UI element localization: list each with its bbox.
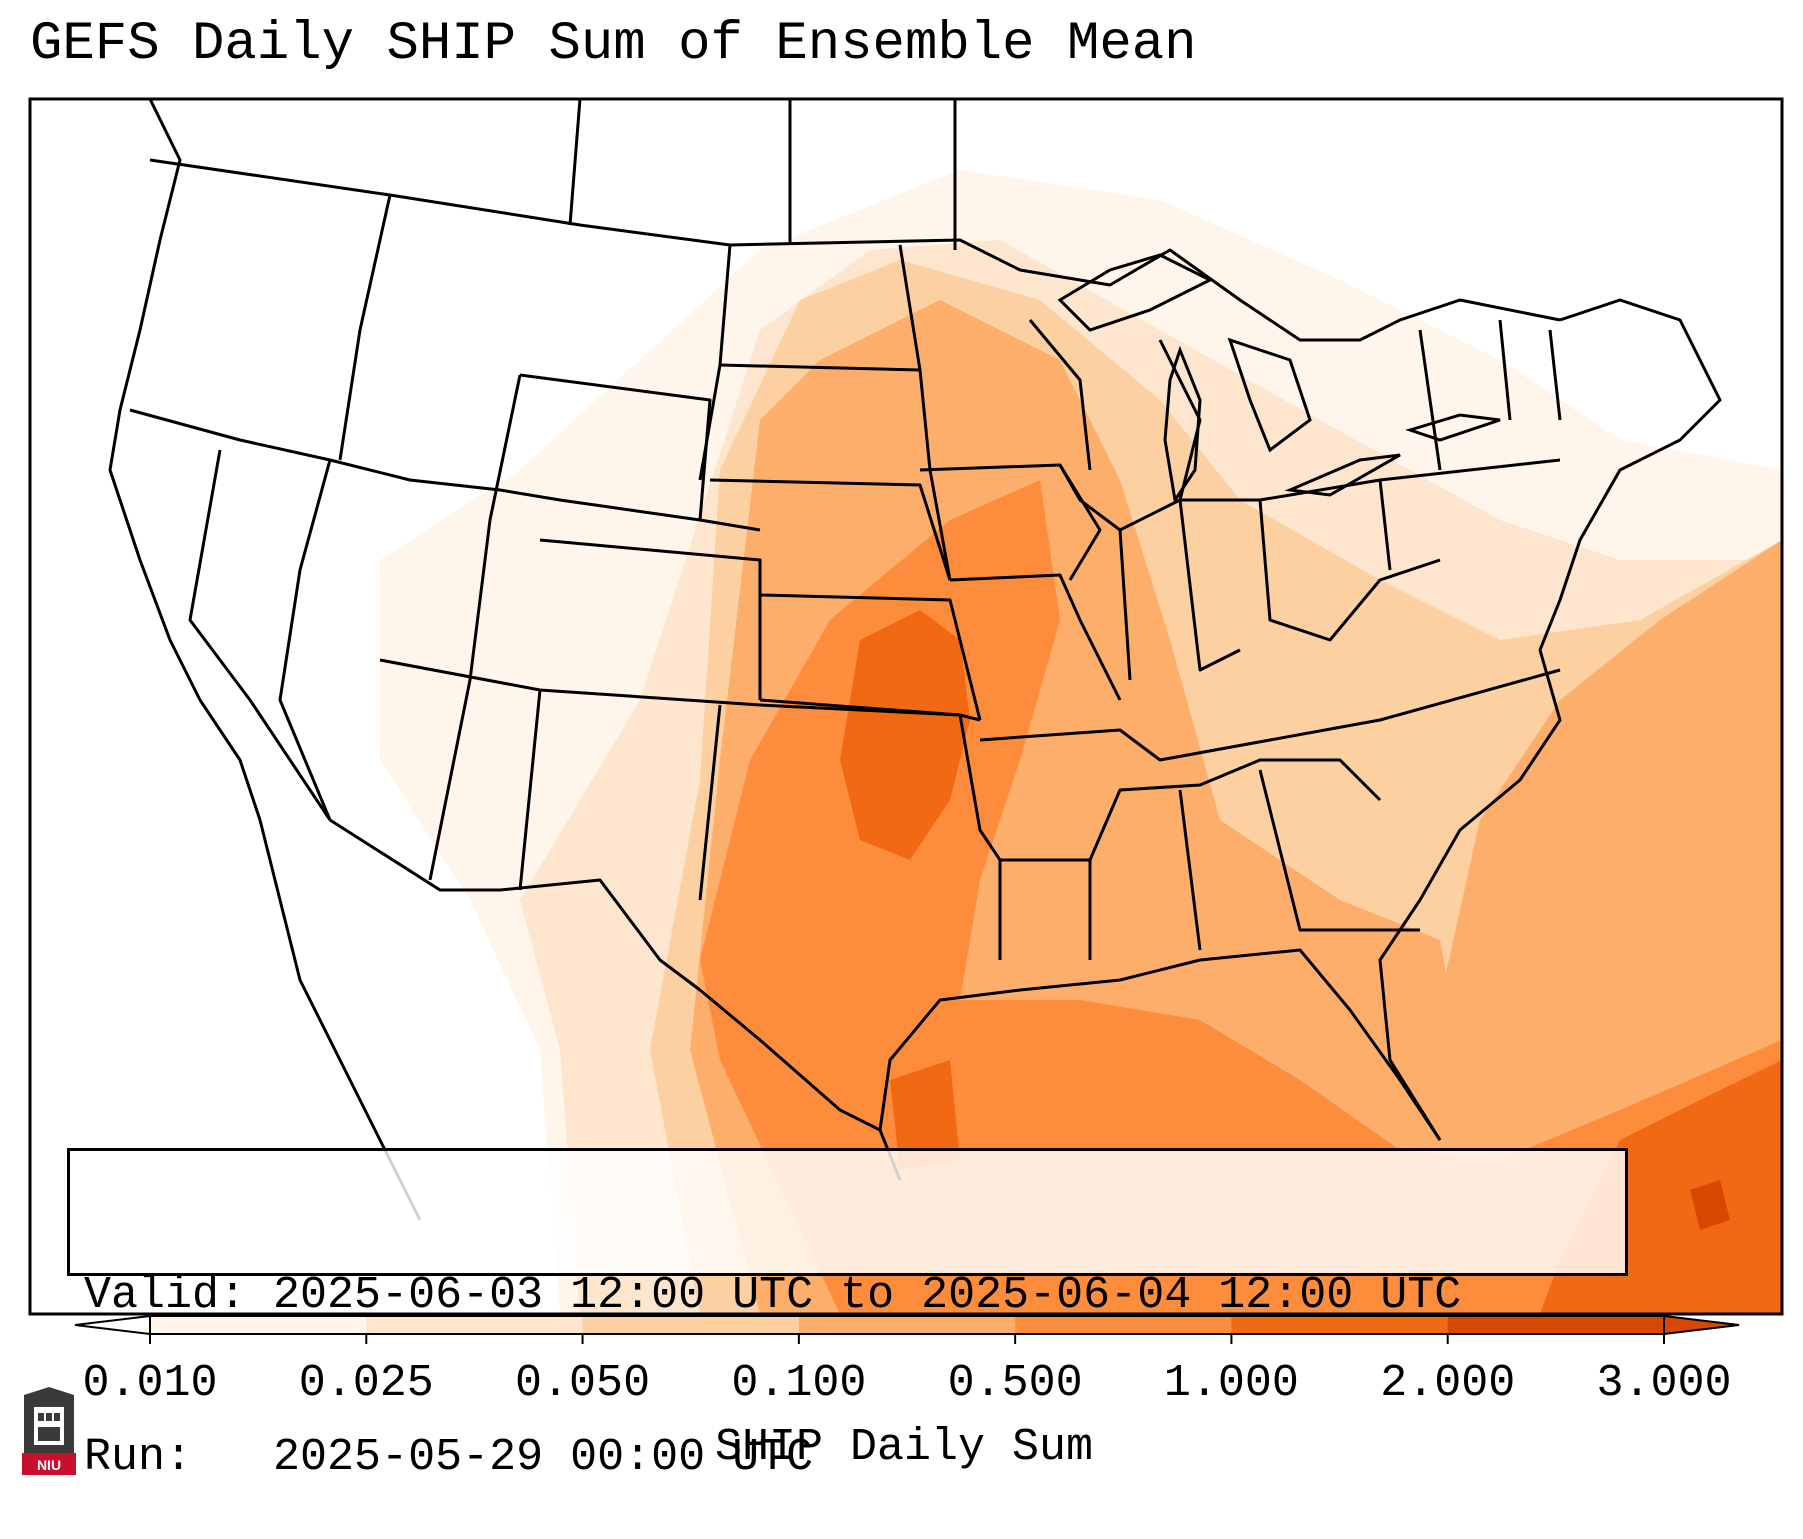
- valid-run-info-box: Valid: 2025-06-03 12:00 UTC to 2025-06-0…: [67, 1148, 1628, 1483]
- state-line-7: [539, 538, 762, 700]
- state-line-2: [188, 449, 332, 821]
- colorbar-segments: [150, 1316, 1665, 1334]
- valid-value: 2025-06-03 12:00 UTC to 2025-06-04 12:00…: [273, 1270, 1462, 1321]
- colorbar-tick-label: 2.000: [1380, 1358, 1516, 1409]
- run-row: Run: 2025-05-29 00:00 UTC: [84, 1431, 1625, 1485]
- colorbar-outline: [149, 1315, 1665, 1335]
- colorbar-segment: [798, 1316, 1016, 1334]
- state-line-17: [759, 593, 982, 721]
- colorbar-segment: [366, 1316, 584, 1334]
- run-label: Run:: [84, 1432, 193, 1483]
- state-line-8: [379, 658, 981, 722]
- ship-field: [380, 170, 1782, 1314]
- colorbar-title: SHIP Daily Sum: [714, 1422, 1094, 1473]
- lake-michigan: [1163, 345, 1202, 504]
- colorbar-tick-label: 0.050: [515, 1358, 651, 1409]
- state-line-31: [1258, 499, 1441, 642]
- run-value: 2025-05-29 00:00 UTC: [273, 1432, 814, 1483]
- colorbar-tick-label: 3.000: [1596, 1358, 1732, 1409]
- state-line-22: [979, 668, 1561, 762]
- great-lakes: [1057, 253, 1501, 504]
- lake-superior: [1057, 253, 1214, 332]
- colorbar-segment: [1447, 1316, 1665, 1334]
- mexico-border: [329, 818, 881, 1132]
- niu-logo: NIU: [20, 1385, 78, 1477]
- state-line-6: [519, 373, 712, 521]
- state-line-36: [1498, 319, 1512, 421]
- state-line-27: [1258, 769, 1420, 932]
- lake-ontario: [1405, 413, 1501, 442]
- colorbar-tick-label: 0.025: [298, 1358, 434, 1409]
- state-line-16: [709, 478, 952, 581]
- state-line-10: [698, 704, 722, 901]
- state-line-30: [1178, 499, 1241, 672]
- colorbar-ticks: [149, 1334, 1665, 1344]
- state-line-15: [719, 363, 921, 372]
- valid-row: Valid: 2025-06-03 12:00 UTC to 2025-06-0…: [84, 1269, 1625, 1323]
- state-line-21: [949, 573, 1122, 701]
- state-line-37: [1548, 329, 1562, 421]
- field-darkest: [1690, 1180, 1730, 1230]
- colorbar-segment: [1231, 1316, 1449, 1334]
- colorbar-segment: [582, 1316, 800, 1334]
- state-line-5: [428, 374, 522, 881]
- state-line-19: [898, 244, 952, 581]
- map-panel: [28, 97, 1784, 1344]
- state-line-29: [1118, 529, 1132, 681]
- field-dark-orange: [840, 610, 970, 860]
- state-line-1: [129, 408, 761, 532]
- lake-huron: [1227, 337, 1312, 453]
- colorbar-tick-label: 1.000: [1163, 1358, 1299, 1409]
- colorbar-segment: [150, 1316, 367, 1334]
- coastline-west: [108, 99, 422, 1221]
- lake-erie: [1284, 453, 1401, 497]
- field-orange: [700, 480, 1782, 1314]
- state-line-9: [518, 689, 542, 891]
- state-line-3: [278, 459, 332, 821]
- niu-logo-icon: [22, 1387, 76, 1475]
- state-line-32: [1378, 479, 1392, 571]
- state-line-11: [568, 99, 582, 226]
- state-line-18: [759, 698, 1002, 861]
- colorbar-tick-label: 0.500: [947, 1358, 1083, 1409]
- colorbar-segment: [1015, 1316, 1232, 1334]
- logo-text: NIU: [36, 1457, 62, 1473]
- state-line-33: [1028, 319, 1092, 471]
- gulf-coast: [878, 948, 1442, 1181]
- field-dark-orange-gulf: [890, 1060, 960, 1170]
- canada-border: [149, 158, 1561, 342]
- map-title: GEFS Daily SHIP Sum of Ensemble Mean: [30, 14, 1197, 75]
- colorbar-tick-label: 0.010: [82, 1358, 218, 1409]
- state-line-35: [1418, 329, 1442, 471]
- state-line-4: [338, 194, 392, 461]
- colorbar-tick-label: 0.100: [731, 1358, 867, 1409]
- state-line-26: [1178, 789, 1202, 951]
- state-boundaries: [108, 99, 1722, 1221]
- map-frame: [28, 97, 1784, 1316]
- colorbar: [74, 1314, 1740, 1344]
- colorbar-extend-high: [1663, 1314, 1740, 1336]
- valid-label: Valid:: [84, 1270, 247, 1321]
